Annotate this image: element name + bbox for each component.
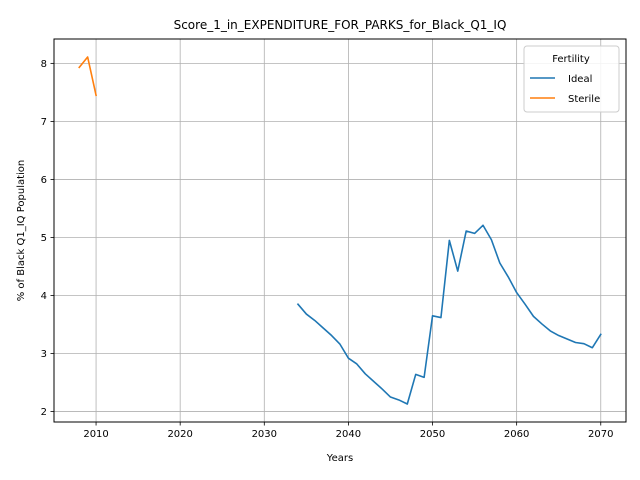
series-line-sterile xyxy=(78,56,98,97)
x-tick-label: 2050 xyxy=(420,429,445,440)
grid xyxy=(54,39,626,422)
legend-label-ideal: Ideal xyxy=(568,74,592,85)
ticks: 2010 2020 2030 2040 2050 2060 2070 2 3 4 5 6 7 8 xyxy=(41,59,614,440)
x-axis-label: Years xyxy=(326,453,353,464)
legend: Fertility Ideal Sterile xyxy=(523,45,620,113)
y-tick-label: 8 xyxy=(41,59,47,70)
plot-frame xyxy=(53,38,627,423)
x-tick-label: 2070 xyxy=(588,429,613,440)
y-tick-label: 6 xyxy=(41,175,47,186)
x-tick-label: 2040 xyxy=(336,429,361,440)
y-tick-label: 5 xyxy=(41,233,47,244)
legend-label-sterile: Sterile xyxy=(568,94,600,105)
x-tick-label: 2030 xyxy=(252,429,277,440)
legend-title: Fertility xyxy=(552,54,590,65)
y-tick-label: 3 xyxy=(41,349,47,360)
series-line-ideal xyxy=(296,224,602,405)
x-tick-label: 2060 xyxy=(504,429,529,440)
y-axis-label: % of Black Q1_IQ Population xyxy=(16,160,27,302)
x-tick-label: 2020 xyxy=(167,429,192,440)
chart-title: Score_1_in_EXPENDITURE_FOR_PARKS_for_Bla… xyxy=(174,18,507,32)
series-lines xyxy=(78,56,602,405)
legend-box xyxy=(523,45,620,113)
y-tick-label: 7 xyxy=(41,117,47,128)
x-tick-label: 2010 xyxy=(83,429,108,440)
y-tick-label: 2 xyxy=(41,407,47,418)
y-tick-label: 4 xyxy=(41,291,47,302)
